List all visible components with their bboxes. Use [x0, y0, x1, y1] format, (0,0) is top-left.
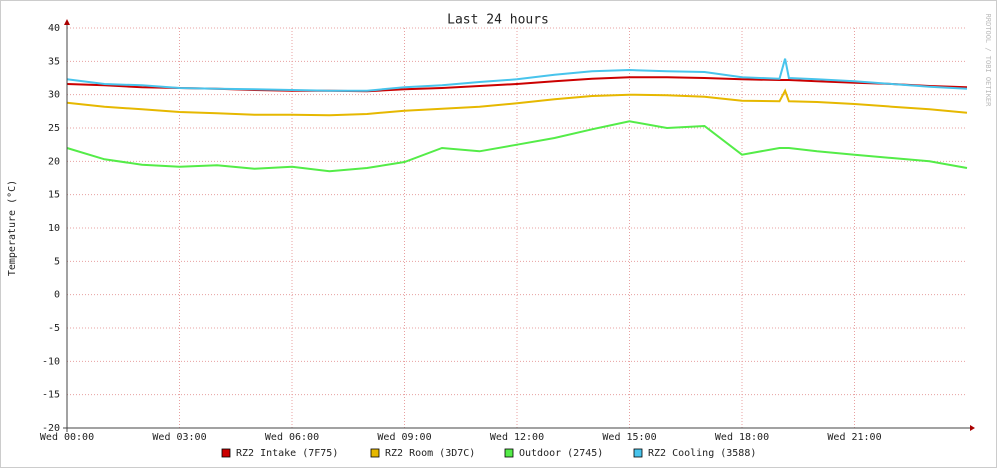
legend-label: RZ2 Intake (7F75) — [236, 448, 338, 459]
legend-label: RZ2 Cooling (3588) — [648, 448, 756, 459]
y-tick-label: 0 — [54, 290, 60, 301]
x-tick-label: Wed 06:00 — [265, 432, 319, 443]
series-line — [66, 88, 968, 117]
series-line — [66, 120, 968, 173]
watermark: RRDTOOL / TOBI OETIKER — [984, 14, 992, 108]
x-tick-label: Wed 12:00 — [490, 432, 544, 443]
y-tick-label: 20 — [48, 156, 60, 167]
axis-arrow — [970, 425, 975, 431]
y-tick-label: 10 — [48, 223, 60, 234]
legend-swatch — [221, 448, 231, 458]
x-tick-label: Wed 03:00 — [152, 432, 206, 443]
legend-label: Outdoor (2745) — [519, 448, 603, 459]
y-tick-label: 40 — [48, 23, 60, 34]
y-tick-label: 15 — [48, 190, 60, 201]
chart-title: Last 24 hours — [447, 13, 549, 28]
y-axis-label: Temperature (°C) — [7, 180, 18, 276]
y-tick-label: -20 — [42, 423, 60, 434]
y-tick-label: -15 — [42, 390, 60, 401]
y-tick-label: 35 — [48, 56, 60, 67]
y-tick-label: 30 — [48, 90, 60, 101]
legend-label: RZ2 Room (3D7C) — [385, 448, 475, 459]
x-tick-label: Wed 09:00 — [377, 432, 431, 443]
series-line — [66, 58, 968, 92]
x-tick-label: Wed 00:00 — [40, 432, 94, 443]
legend-swatch — [633, 448, 643, 458]
x-tick-label: Wed 18:00 — [715, 432, 769, 443]
y-tick-label: 25 — [48, 123, 60, 134]
y-tick-label: 5 — [54, 256, 60, 267]
x-tick-label: Wed 15:00 — [602, 432, 656, 443]
x-tick-label: Wed 21:00 — [827, 432, 881, 443]
axis-arrow — [64, 19, 70, 25]
y-tick-label: -5 — [48, 323, 60, 334]
legend-swatch — [370, 448, 380, 458]
legend-swatch — [504, 448, 514, 458]
y-tick-label: -10 — [42, 356, 60, 367]
